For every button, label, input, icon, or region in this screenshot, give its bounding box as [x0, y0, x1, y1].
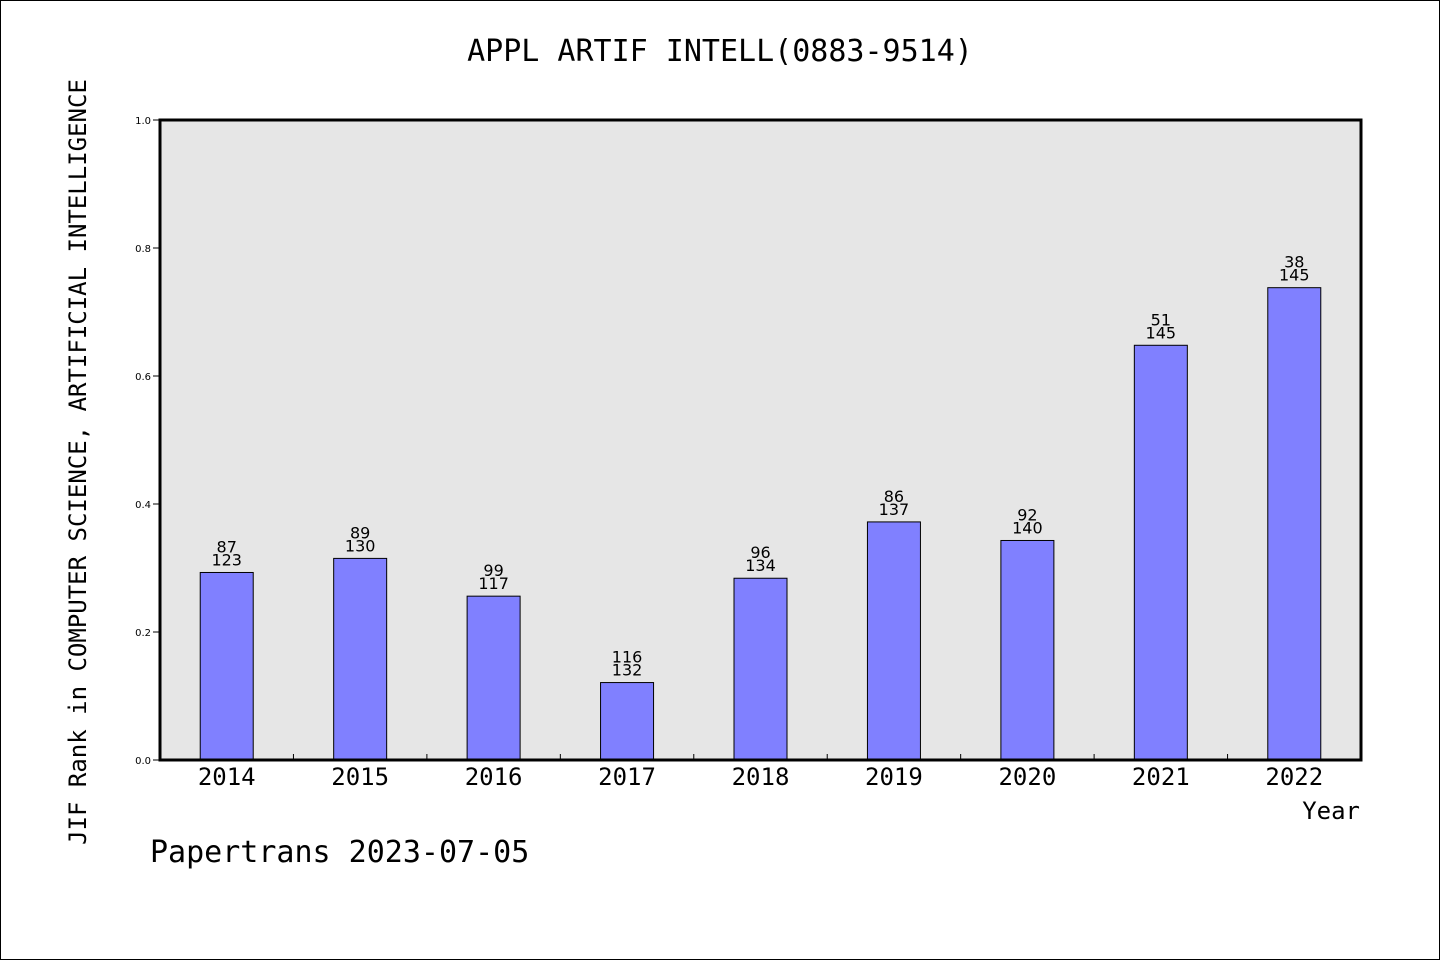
bar-total-label: 137: [879, 500, 910, 519]
x-tick-label: 2015: [331, 763, 389, 791]
x-tick-label: 2017: [598, 763, 656, 791]
bar-2014: [199, 571, 254, 761]
x-tick-label: 2019: [865, 763, 923, 791]
bar-rank-label: 86: [884, 487, 904, 506]
bar-rank-label: 99: [483, 561, 503, 580]
bar-rank-label: 92: [1017, 505, 1037, 524]
bar-rank-label: 116: [612, 648, 643, 667]
y-tick-label: 0.8: [135, 244, 151, 255]
bar-total-label: 117: [478, 574, 509, 593]
x-tick-label: 2020: [998, 763, 1056, 791]
bar-rank-label: 51: [1151, 310, 1171, 329]
bar-2021: [1133, 344, 1188, 761]
x-tick-label: 2021: [1132, 763, 1190, 791]
bar-total-label: 145: [1279, 266, 1310, 285]
bar-total-label: 123: [211, 550, 242, 569]
x-tick-label: 2018: [732, 763, 790, 791]
bar-total-label: 130: [345, 536, 376, 555]
bar-total-label: 132: [612, 661, 643, 680]
bar-total-label: 145: [1146, 323, 1177, 342]
y-tick-label: 0.0: [135, 756, 151, 767]
x-axis-label: Year: [1302, 797, 1360, 825]
bar-2018: [733, 577, 788, 761]
bar-2015: [333, 557, 388, 761]
bar-2020: [1000, 539, 1055, 761]
bar-total-label: 134: [745, 556, 776, 575]
y-tick-label: 0.6: [135, 372, 151, 383]
y-tick-label: 1.0: [135, 116, 151, 127]
y-tick-label: 0.2: [135, 628, 151, 639]
y-tick-label: 0.4: [135, 500, 151, 511]
footer-credit: Papertrans 2023-07-05: [150, 835, 530, 870]
bar-rank-label: 89: [350, 523, 370, 542]
bar-2022: [1267, 287, 1322, 761]
bar-2016: [466, 595, 521, 761]
bar-rank-label: 96: [750, 543, 770, 562]
bar-2017: [600, 682, 655, 761]
plot-border: [158, 118, 1363, 762]
chart-title: APPL ARTIF INTELL(0883-9514): [467, 34, 973, 69]
bar-rank-label: 87: [217, 537, 237, 556]
bar-rank-label: 38: [1284, 253, 1304, 272]
bar-total-label: 140: [1012, 518, 1043, 537]
x-tick-label: 2014: [198, 763, 256, 791]
x-tick-label: 2022: [1265, 763, 1323, 791]
bar-2019: [866, 521, 921, 761]
x-tick-label: 2016: [465, 763, 523, 791]
